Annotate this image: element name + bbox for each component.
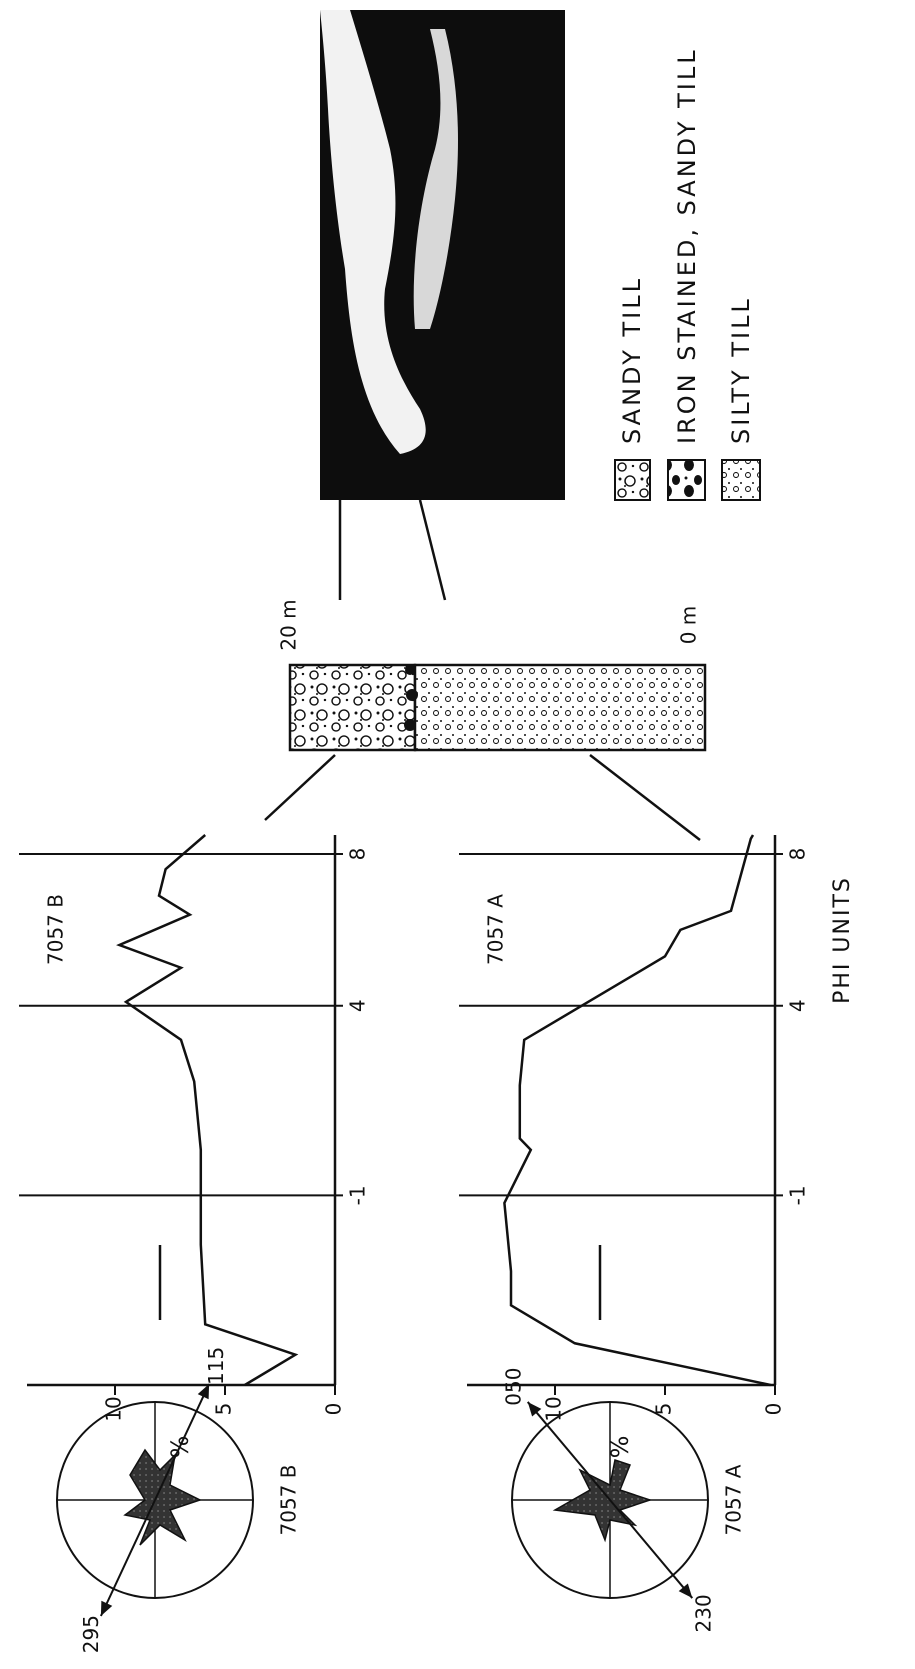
x-tick-label: -1	[346, 1185, 370, 1205]
y-tick-label: 0	[762, 1403, 786, 1416]
y-tick-label: 10	[542, 1396, 566, 1421]
iron-nodule	[406, 689, 418, 701]
x-tick-label: 4	[786, 999, 810, 1012]
x-tick-label: 8	[786, 848, 810, 861]
rose-arrow	[99, 1499, 156, 1617]
y-tick-label: 5	[652, 1403, 676, 1416]
y-axis-label: %	[606, 1436, 634, 1459]
grain-size-curve	[116, 834, 299, 1387]
x-tick-label: -1	[786, 1185, 810, 1205]
arrow-head	[100, 1600, 113, 1617]
x-tick-label: 8	[346, 848, 370, 861]
photo-highlight	[320, 10, 426, 454]
y-tick-label: 10	[102, 1396, 126, 1421]
bearing-label: 050	[501, 1368, 525, 1406]
grain-size-curve	[503, 834, 771, 1387]
column-top-label: 20 m	[277, 599, 301, 650]
x-tick-label: 4	[346, 999, 370, 1012]
legend-label: SANDY TILL	[618, 276, 646, 444]
legend-swatch	[614, 459, 651, 501]
photo-highlight	[413, 29, 458, 329]
connector	[264, 754, 336, 821]
legend-swatch	[721, 459, 761, 501]
chart-label: 7057 A	[484, 894, 508, 965]
column-silty	[288, 663, 417, 752]
rose-arrow	[526, 1401, 611, 1501]
connector	[589, 754, 701, 841]
legend-label: IRON STAINED, SANDY TILL	[673, 47, 701, 444]
rose-caption: 7057 A	[722, 1464, 746, 1535]
rose-arrow	[154, 1383, 211, 1501]
rose-arrow	[609, 1499, 694, 1599]
bearing-label: 230	[692, 1594, 716, 1632]
connector	[418, 499, 447, 601]
chart-label: 7057 B	[44, 894, 68, 965]
arrow-head	[197, 1383, 210, 1400]
column-sandy	[413, 663, 707, 752]
y-tick-label: 5	[212, 1403, 236, 1416]
legend-label: SILTY TILL	[727, 296, 755, 444]
y-axis-label: %	[166, 1436, 194, 1459]
iron-nodule	[404, 719, 416, 731]
bearing-label: 295	[79, 1615, 103, 1653]
rotated-figure: 7057 B 7057 A 20 m 0 m SANDY TILL IRON S…	[19, 10, 855, 1653]
column-bottom-label: 0 m	[677, 606, 701, 645]
bearing-label: 115	[204, 1347, 228, 1385]
rose-caption: 7057 B	[277, 1465, 301, 1536]
arrow-head	[678, 1583, 693, 1599]
y-tick-label: 0	[322, 1403, 346, 1416]
rose-petals	[123, 1448, 202, 1546]
iron-nodule	[405, 665, 415, 675]
legend-swatch	[667, 459, 706, 501]
arrow-head	[527, 1401, 542, 1417]
x-axis-label: PHI UNITS	[830, 876, 855, 1004]
